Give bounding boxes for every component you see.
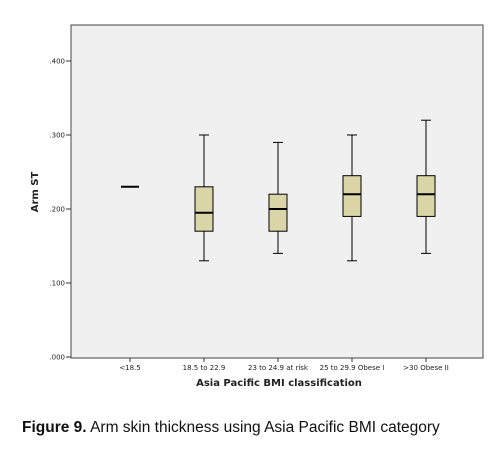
x-tick-label: 23 to 24.9 at risk <box>248 364 309 372</box>
y-tick-label: .100 <box>49 280 65 288</box>
x-tick-label: <18.5 <box>119 364 140 372</box>
box-plot-chart: .000 .100 .200 .300 .400 <18.5 18.5 to 22.9 23 … <box>30 24 484 389</box>
box-4 <box>342 134 362 262</box>
figure-caption: Figure 9. Arm skin thickness using Asia … <box>22 418 490 438</box>
box-2 <box>194 134 214 262</box>
y-tick-label: .200 <box>49 206 65 214</box>
y-tick-label: .300 <box>49 132 65 140</box>
x-axis-title: Asia Pacific BMI classification <box>196 378 362 389</box>
y-axis-title: Arm ST <box>30 172 41 213</box>
x-tick-label: 18.5 to 22.9 <box>183 364 226 372</box>
plot-area <box>70 24 484 359</box>
iqr-box <box>268 193 288 232</box>
box-5 <box>416 119 436 254</box>
x-tick-label: 25 to 29.9 Obese I <box>320 364 385 372</box>
y-tick-label: .400 <box>49 58 65 66</box>
y-tick-label: .000 <box>49 354 65 362</box>
iqr-box <box>194 186 214 232</box>
caption-label: Figure 9. <box>22 419 87 436</box>
iqr-box <box>416 175 436 217</box>
x-tick-label: >30 Obese II <box>403 364 449 372</box>
box-3 <box>268 141 288 254</box>
caption-text: Arm skin thickness using Asia Pacific BM… <box>90 419 440 436</box>
iqr-box <box>342 175 362 217</box>
